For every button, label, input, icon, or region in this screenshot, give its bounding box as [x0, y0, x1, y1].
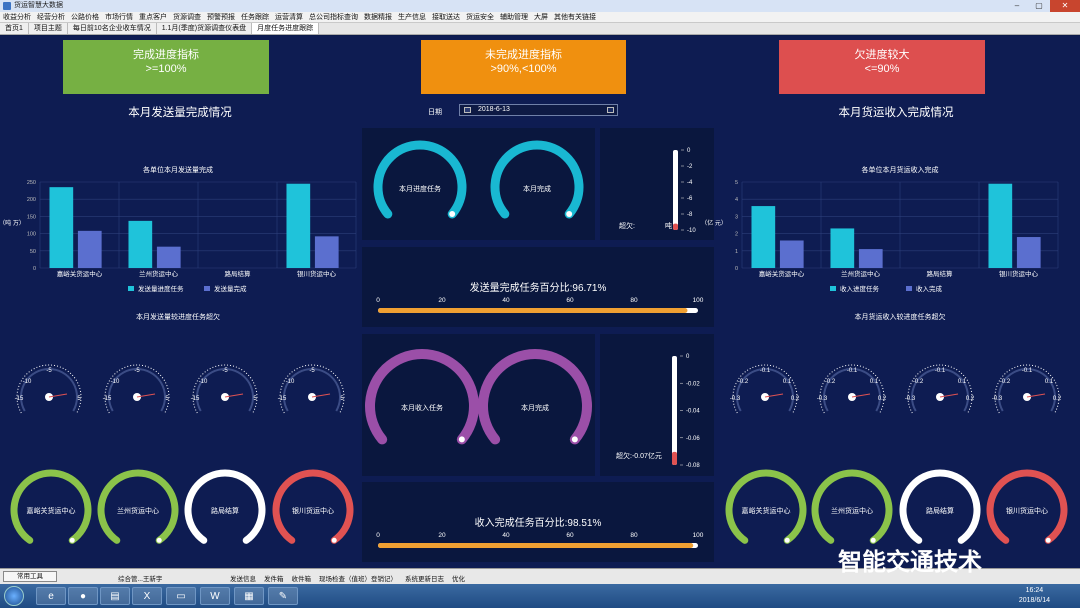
- card-range: >90%,<100%: [490, 63, 557, 75]
- folder-icon[interactable]: ▭: [166, 587, 196, 605]
- tool-icon[interactable]: ✎: [268, 587, 298, 605]
- watermark: 智能交通技术: [838, 542, 982, 577]
- status-link-3[interactable]: 现场检查（值班）登销记）: [319, 576, 397, 583]
- excel-icon[interactable]: X: [132, 587, 162, 605]
- legend-card-incomplete: 未完成进度指标 >90%,<100%: [421, 40, 626, 94]
- panel-volume-progress: [362, 247, 714, 327]
- tab-2[interactable]: 每日前10名企业收车情况: [67, 23, 157, 34]
- menu-item-14[interactable]: 辅助管理: [500, 14, 528, 21]
- system-clock: 16:24 2018/6/14: [1019, 586, 1050, 606]
- ie-icon[interactable]: e: [36, 587, 66, 605]
- minimize-button[interactable]: –: [1014, 1, 1020, 10]
- tab-0[interactable]: 首页1: [0, 23, 29, 34]
- legend-card-behind: 欠进度较大 <=90%: [779, 40, 985, 94]
- status-link-1[interactable]: 发件箱: [264, 576, 284, 583]
- app-icon: [3, 2, 11, 10]
- status-link-5[interactable]: 优化: [452, 576, 465, 583]
- left-section-title: 本月发送量完成情况: [128, 107, 232, 119]
- card-range: <=90%: [864, 63, 900, 75]
- menu-item-15[interactable]: 大屏: [534, 14, 548, 21]
- document-icon[interactable]: ▤: [100, 587, 130, 605]
- menu-bar: 收益分析 经营分析 公路价格 市场行情 重点客户 货源调查 预警预报 任务跟踪 运营清算 总公司指…: [0, 12, 1080, 23]
- clock-date: 2018/6/14: [1018, 597, 1050, 604]
- menu-item-16[interactable]: 其他有关链接: [554, 14, 596, 21]
- clock-time: 16:24: [1025, 587, 1044, 594]
- menu-item-10[interactable]: 数据精报: [364, 14, 392, 21]
- menu-item-8[interactable]: 运营清算: [275, 14, 303, 21]
- start-button[interactable]: [4, 586, 24, 606]
- menu-item-1[interactable]: 经营分析: [37, 14, 65, 21]
- word-icon[interactable]: W: [200, 587, 230, 605]
- date-label: 日期: [428, 109, 442, 116]
- date-picker[interactable]: 2018-6-13: [459, 104, 618, 116]
- current-user: 综合管...王新宇: [118, 576, 163, 583]
- watermark-text: 智能交通技术: [838, 549, 982, 576]
- status-link-0[interactable]: 发送信息: [230, 576, 256, 583]
- menu-item-12[interactable]: 接取送达: [432, 14, 460, 21]
- dropdown-icon[interactable]: [607, 107, 614, 113]
- calendar-icon: [464, 107, 471, 113]
- menu-item-11[interactable]: 生产信息: [398, 14, 426, 21]
- tab-1[interactable]: 项目主题: [28, 23, 68, 34]
- common-tools-button[interactable]: 常用工具: [3, 571, 57, 582]
- window-titlebar: 货运智慧大数据 – ▢ ✕: [0, 0, 1080, 12]
- tab-3[interactable]: 1.1月(季度)货源调查仪表盘: [156, 23, 253, 34]
- menu-item-2[interactable]: 公路价格: [71, 14, 99, 21]
- panel-revenue-thermometer: [600, 334, 714, 476]
- status-link-2[interactable]: 收件箱: [291, 576, 312, 583]
- menu-item-9[interactable]: 总公司指标查询: [309, 14, 358, 21]
- menu-item-13[interactable]: 货运安全: [466, 14, 494, 21]
- tab-bar: 首页1 项目主题 每日前10名企业收车情况 1.1月(季度)货源调查仪表盘 月度任务进度…: [0, 23, 1080, 35]
- card-title: 完成进度指标: [133, 49, 199, 61]
- tab-4[interactable]: 月度任务进度跟踪: [252, 23, 320, 34]
- close-button[interactable]: ✕: [1050, 0, 1080, 12]
- window-icon[interactable]: ▦: [234, 587, 264, 605]
- card-title: 欠进度较大: [854, 49, 910, 61]
- maximize-button[interactable]: ▢: [1035, 1, 1043, 10]
- legend-card-complete: 完成进度指标 >=100%: [63, 40, 269, 94]
- window-title: 货运智慧大数据: [14, 2, 63, 9]
- panel-revenue-gauges: [362, 334, 595, 476]
- right-section-title: 本月货运收入完成情况: [838, 107, 954, 119]
- media-icon[interactable]: ●: [68, 587, 98, 605]
- menu-item-7[interactable]: 任务跟踪: [241, 14, 269, 21]
- windows-taskbar: e ● ▤ X ▭ W ▦ ✎ 16:24 2018/6/14: [0, 584, 1080, 608]
- panel-volume-thermometer: [600, 128, 714, 240]
- menu-item-6[interactable]: 预警预报: [207, 14, 235, 21]
- menu-item-3[interactable]: 市场行情: [105, 14, 133, 21]
- panel-volume-gauges: [362, 128, 595, 240]
- menu-item-4[interactable]: 重点客户: [139, 14, 167, 21]
- menu-item-0[interactable]: 收益分析: [3, 14, 31, 21]
- card-range: >=100%: [145, 63, 187, 75]
- status-link-4[interactable]: 系统更新日志: [405, 576, 444, 583]
- app-status-bar: 常用工具 综合管...王新宇 发送信息 发件箱 收件箱 现场检查（值班）登销记） 系统更…: [0, 568, 1080, 584]
- date-value: 2018-6-13: [478, 106, 510, 113]
- menu-item-5[interactable]: 货源调查: [173, 14, 201, 21]
- card-title: 未完成进度指标: [485, 49, 562, 61]
- panel-revenue-progress: [362, 482, 714, 562]
